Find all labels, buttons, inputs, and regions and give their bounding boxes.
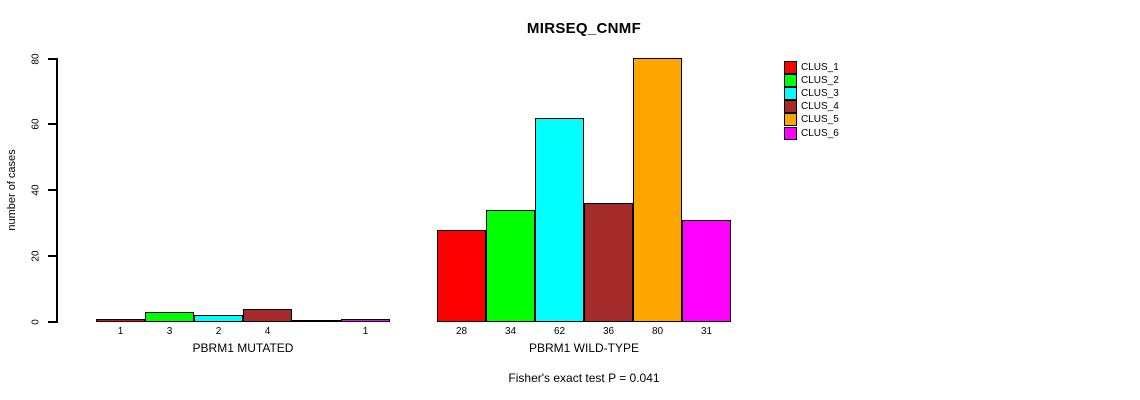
annotation-text: Fisher's exact test P = 0.041 (508, 371, 660, 385)
legend-item-clus_1: CLUS_1 (784, 60, 839, 74)
bar-clus_4 (243, 309, 292, 322)
y-axis-tick (48, 255, 57, 258)
legend-swatch-icon (784, 86, 797, 100)
legend-item-clus_5: CLUS_5 (784, 113, 839, 127)
legend-swatch-icon (784, 60, 797, 74)
y-axis-tick-label: 60 (30, 118, 42, 130)
legend-label: CLUS_4 (801, 101, 839, 113)
y-axis-tick (48, 321, 57, 323)
legend-item-clus_2: CLUS_2 (784, 73, 839, 87)
legend-label: CLUS_5 (801, 114, 839, 126)
legend-label: CLUS_3 (801, 87, 839, 99)
y-axis-tick (48, 123, 57, 126)
legend-swatch-icon (784, 100, 797, 114)
y-axis-tick (48, 189, 57, 192)
bar-value-label: 36 (602, 326, 615, 337)
bar-clus_6 (341, 319, 390, 322)
bar-clus_6 (682, 220, 731, 322)
bar-clus_2 (145, 312, 194, 322)
bar-value-label: 1 (362, 326, 369, 337)
y-axis-line (56, 58, 58, 323)
bar-value-label: 3 (166, 326, 173, 337)
y-axis-tick-label: 20 (30, 250, 42, 262)
bar-clus_1 (96, 319, 145, 322)
bar-clus_1 (437, 230, 486, 322)
y-axis-tick (48, 57, 57, 60)
bar-value-label: 62 (553, 326, 566, 337)
legend-item-clus_4: CLUS_4 (784, 100, 839, 114)
bar-clus_5 (633, 58, 682, 322)
y-axis-tick-label: 80 (30, 52, 42, 65)
legend-swatch-icon (784, 126, 797, 140)
legend-item-clus_3: CLUS_3 (784, 86, 839, 100)
bar-value-label: 1 (117, 326, 124, 337)
bar-clus_4 (584, 203, 633, 322)
bar-clus_2 (486, 210, 535, 322)
legend-swatch-icon (784, 113, 797, 127)
bar-clus_3 (535, 118, 584, 322)
legend-label: CLUS_1 (801, 61, 839, 73)
bar-value-label: 80 (651, 326, 664, 337)
legend-swatch-icon (784, 73, 797, 87)
bar-value-label: 31 (700, 326, 713, 337)
bar-value-label: 34 (504, 326, 517, 337)
y-axis-title: number of cases (6, 149, 18, 231)
chart-title: MIRSEQ_CNMF (526, 20, 642, 37)
legend-item-clus_6: CLUS_6 (784, 126, 839, 140)
y-axis-tick-label: 0 (30, 319, 42, 325)
bar-value-label: 2 (215, 326, 222, 337)
y-axis-tick-label: 40 (30, 184, 42, 196)
legend-label: CLUS_2 (801, 74, 839, 86)
x-group-label: PBRM1 WILD-TYPE (528, 341, 640, 355)
bar-value-label: 4 (264, 326, 271, 337)
legend-label: CLUS_6 (801, 127, 839, 139)
bar-value-label: 28 (455, 326, 468, 337)
bar-clus_3 (194, 315, 243, 322)
bar-clus_5 (292, 320, 341, 322)
x-group-label: PBRM1 MUTATED (192, 341, 294, 355)
